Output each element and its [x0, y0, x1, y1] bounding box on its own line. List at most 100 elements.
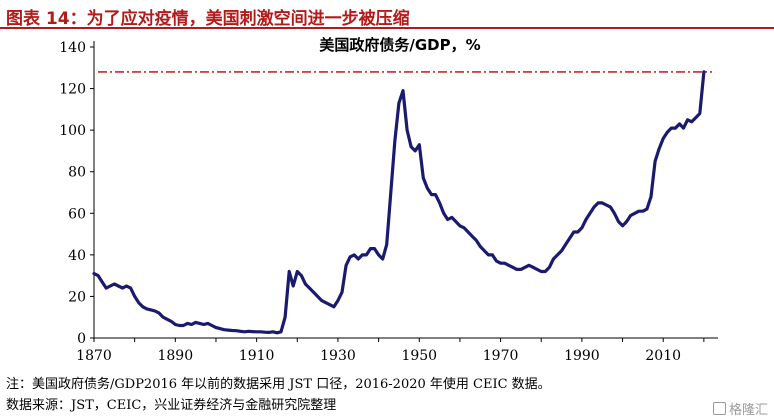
data-point	[512, 266, 514, 269]
data-point	[146, 308, 148, 310]
data-point	[316, 295, 319, 298]
data-point	[235, 329, 238, 332]
data-point	[609, 206, 612, 208]
footnote: 注：美国政府债务/GDP2016 年以前的数据采用 JST 口径，2016-20…	[6, 377, 551, 392]
data-point	[674, 127, 677, 129]
data-point	[662, 137, 664, 140]
data-point	[276, 332, 278, 334]
data-point	[105, 287, 107, 289]
data-point	[414, 150, 417, 152]
data-point	[638, 210, 640, 212]
chart-marks	[92, 70, 712, 335]
data-source: 数据来源：JST，CEIC，兴业证券经济与金融研究院整理	[6, 398, 337, 413]
data-point	[532, 266, 534, 269]
x-tick-label: 2010	[645, 348, 681, 364]
data-point	[410, 146, 412, 148]
data-point	[162, 316, 164, 319]
data-point	[524, 266, 526, 269]
data-point	[113, 283, 116, 285]
x-tick-label: 1930	[320, 348, 356, 364]
data-point	[170, 320, 173, 323]
data-point	[259, 331, 262, 333]
data-point	[369, 247, 372, 250]
data-point	[646, 208, 648, 210]
data-point	[544, 270, 547, 273]
y-tick-label: 20	[68, 289, 86, 305]
data-point	[349, 256, 351, 258]
data-point	[560, 249, 563, 252]
logo-box-icon	[712, 402, 726, 415]
figure-footer: 注：美国政府债务/GDP2016 年以前的数据采用 JST 口径，2016-20…	[6, 374, 551, 416]
data-point	[629, 214, 632, 217]
data-point	[304, 283, 307, 285]
data-point	[337, 299, 339, 302]
data-point	[142, 306, 144, 308]
data-point	[186, 322, 189, 325]
data-point	[585, 218, 587, 221]
data-point	[670, 127, 673, 129]
data-point	[219, 327, 221, 330]
data-point	[548, 266, 551, 269]
data-point	[137, 301, 140, 304]
x-tick-label: 1990	[564, 348, 600, 364]
data-point	[247, 330, 250, 333]
data-point	[121, 287, 124, 289]
x-tick-label: 1890	[157, 348, 193, 364]
data-point	[568, 237, 571, 239]
data-point	[694, 116, 697, 119]
data-point	[207, 322, 209, 325]
figure-header: 图表 14：为了应对疫情，美国刺激空间进一步被压缩	[0, 0, 774, 30]
data-point	[528, 264, 530, 267]
data-point	[292, 285, 295, 287]
data-point	[487, 254, 490, 256]
data-point	[398, 102, 400, 104]
data-point	[483, 249, 486, 252]
data-point	[239, 330, 242, 333]
data-point	[601, 202, 603, 204]
data-point	[129, 287, 132, 289]
data-point	[133, 295, 136, 298]
data-point	[345, 264, 347, 267]
data-point	[467, 231, 469, 233]
data-point	[422, 177, 425, 179]
data-point	[268, 331, 270, 334]
data-point	[373, 247, 376, 250]
data-point	[605, 204, 608, 206]
data-point	[426, 187, 429, 190]
data-point	[451, 216, 453, 219]
data-point	[312, 291, 315, 294]
data-point	[182, 324, 185, 327]
data-point	[573, 231, 575, 233]
data-point	[446, 218, 449, 221]
data-point	[174, 323, 177, 326]
data-point	[154, 310, 156, 312]
data-point	[503, 262, 506, 264]
y-tick-label: 100	[59, 123, 86, 139]
data-point	[658, 148, 660, 150]
data-point	[272, 331, 274, 333]
debt-to-gdp-chart: 0 20 40 60 80 100 120 140 1870 1890 1910 1930 1950 19…	[59, 36, 718, 364]
data-point	[642, 210, 644, 212]
data-point	[231, 329, 233, 332]
y-tick-label: 40	[68, 248, 86, 264]
data-point	[552, 258, 555, 260]
data-point	[178, 324, 181, 327]
data-point	[211, 324, 213, 327]
data-point	[597, 202, 599, 204]
x-tick-label: 1910	[239, 348, 275, 364]
y-tick-label: 80	[68, 165, 86, 181]
data-point	[682, 127, 685, 129]
data-point	[158, 312, 160, 314]
data-point	[357, 258, 360, 260]
watermark-text: 格隆汇	[728, 403, 768, 418]
data-point	[394, 139, 396, 142]
x-tick-label: 1950	[401, 348, 437, 364]
chart-title: 美国政府债务/GDP，%	[319, 36, 480, 54]
data-point	[589, 212, 591, 215]
x-tick-label: 1870	[76, 348, 112, 364]
x-tick-label: 1970	[483, 348, 519, 364]
data-point	[520, 268, 522, 271]
data-point	[617, 220, 620, 223]
data-point	[97, 274, 99, 277]
data-point	[255, 331, 258, 333]
